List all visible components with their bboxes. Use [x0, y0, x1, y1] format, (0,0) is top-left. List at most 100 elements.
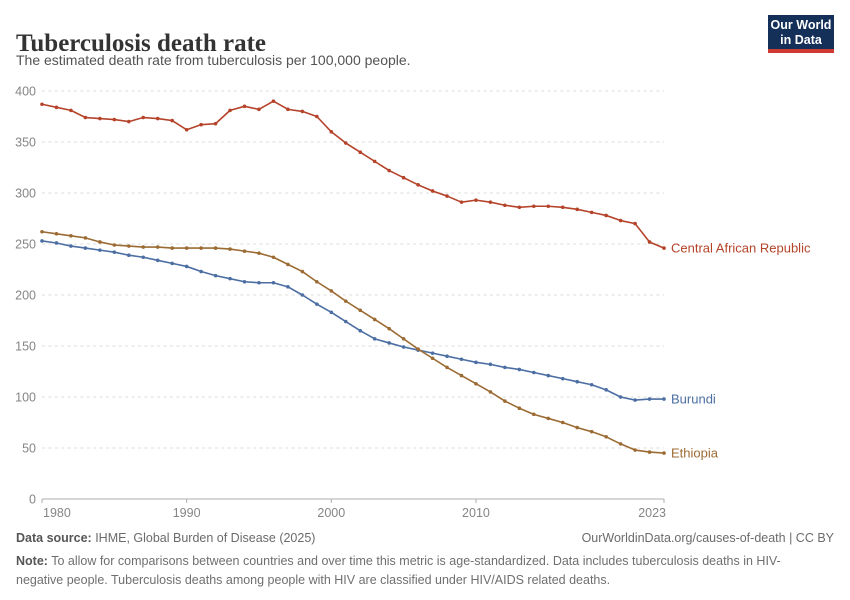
x-tick-label: 2000: [317, 506, 345, 520]
data-point-ethiopia: [372, 317, 377, 322]
data-source-label: Data source:: [16, 531, 92, 545]
data-point-burundi: [300, 293, 305, 297]
data-point-central-african-republic: [546, 204, 551, 209]
data-point-central-african-republic: [271, 99, 276, 103]
data-point-central-african-republic: [98, 116, 102, 121]
data-point-burundi: [589, 382, 594, 387]
data-point-ethiopia: [54, 232, 59, 236]
data-point-central-african-republic: [372, 159, 377, 164]
data-point-burundi: [170, 261, 174, 266]
data-point-burundi: [54, 241, 59, 245]
y-tick-label: 350: [15, 136, 36, 150]
source-row: Data source: IHME, Global Burden of Dise…: [16, 531, 834, 545]
data-point-burundi: [98, 248, 102, 252]
data-point-burundi: [459, 357, 464, 362]
series-label-burundi: Burundi: [671, 392, 716, 407]
y-tick-label: 300: [15, 187, 36, 201]
data-point-burundi: [271, 280, 276, 285]
y-tick-label: 50: [22, 442, 36, 456]
data-point-central-african-republic: [575, 207, 580, 212]
data-point-central-african-republic: [401, 175, 406, 180]
data-point-burundi: [647, 397, 652, 401]
data-point-burundi: [112, 250, 117, 254]
data-point-central-african-republic: [517, 205, 522, 210]
data-point-ethiopia: [69, 234, 73, 238]
data-point-ethiopia: [488, 390, 493, 394]
data-point-burundi: [286, 285, 290, 289]
data-point-ethiopia: [401, 337, 406, 341]
data-point-central-african-republic: [416, 183, 420, 187]
data-point-ethiopia: [532, 412, 536, 417]
data-point-central-african-republic: [257, 107, 261, 112]
data-point-burundi: [184, 264, 189, 269]
data-point-ethiopia: [141, 245, 146, 249]
data-point-ethiopia: [286, 262, 290, 267]
data-point-burundi: [401, 345, 406, 349]
series-label-central-african-republic: Central African Republic: [671, 241, 811, 256]
data-point-ethiopia: [517, 406, 522, 411]
y-tick-label: 250: [15, 238, 36, 252]
data-point-burundi: [257, 280, 261, 285]
data-point-central-african-republic: [647, 240, 652, 244]
data-point-central-african-republic: [228, 108, 232, 113]
chart-note: Note: To allow for comparisons between c…: [16, 552, 800, 590]
data-point-burundi: [228, 276, 232, 281]
data-point-ethiopia: [228, 247, 232, 251]
data-point-central-african-republic: [633, 221, 637, 226]
data-point-burundi: [546, 373, 551, 378]
note-text: To allow for comparisons between countri…: [16, 554, 781, 587]
data-point-ethiopia: [445, 365, 449, 370]
data-source: Data source: IHME, Global Burden of Dise…: [16, 531, 315, 545]
data-point-ethiopia: [662, 451, 666, 455]
owid-logo-line2: in Data: [780, 32, 822, 47]
data-source-text: IHME, Global Burden of Disease (2025): [91, 531, 316, 545]
data-point-ethiopia: [300, 269, 305, 274]
data-point-central-african-republic: [589, 210, 594, 215]
data-point-central-african-republic: [112, 117, 117, 122]
data-point-ethiopia: [83, 236, 88, 240]
data-point-central-african-republic: [329, 130, 334, 134]
data-point-central-african-republic: [286, 107, 290, 112]
data-point-ethiopia: [546, 416, 551, 421]
data-point-central-african-republic: [604, 213, 608, 218]
data-point-burundi: [560, 376, 565, 381]
data-point-central-african-republic: [474, 198, 478, 202]
data-point-ethiopia: [257, 251, 261, 255]
data-point-central-african-republic: [459, 200, 464, 204]
data-point-ethiopia: [315, 279, 319, 284]
data-point-central-african-republic: [387, 168, 391, 173]
data-point-ethiopia: [430, 356, 435, 361]
data-point-burundi: [155, 258, 160, 263]
data-point-central-african-republic: [430, 189, 435, 193]
data-point-ethiopia: [329, 289, 334, 293]
data-point-ethiopia: [560, 420, 565, 425]
data-point-ethiopia: [633, 448, 637, 452]
data-point-burundi: [329, 310, 334, 315]
data-point-ethiopia: [242, 249, 247, 253]
chart-subtitle: The estimated death rate from tuberculos…: [16, 52, 411, 68]
data-point-central-african-republic: [315, 114, 319, 119]
y-tick-label: 100: [15, 391, 36, 405]
data-point-burundi: [430, 351, 435, 355]
data-point-central-african-republic: [170, 118, 174, 123]
data-point-ethiopia: [387, 326, 391, 331]
x-tick-label: 1980: [43, 506, 71, 520]
data-point-central-african-republic: [532, 204, 536, 209]
data-point-central-african-republic: [54, 105, 59, 110]
x-tick-label: 1990: [173, 506, 201, 520]
data-point-ethiopia: [618, 442, 623, 446]
data-point-burundi: [372, 337, 377, 341]
data-point-burundi: [503, 365, 507, 370]
attribution: OurWorldinData.org/causes-of-death | CC …: [581, 531, 834, 545]
data-point-burundi: [126, 253, 131, 258]
data-point-central-african-republic: [141, 115, 146, 120]
data-point-ethiopia: [575, 425, 580, 430]
data-point-ethiopia: [503, 399, 507, 403]
note-label: Note:: [16, 554, 48, 568]
data-point-central-african-republic: [40, 102, 44, 107]
data-point-ethiopia: [358, 308, 363, 313]
data-point-central-african-republic: [445, 194, 449, 198]
data-point-central-african-republic: [199, 122, 203, 127]
data-point-central-african-republic: [488, 200, 493, 204]
